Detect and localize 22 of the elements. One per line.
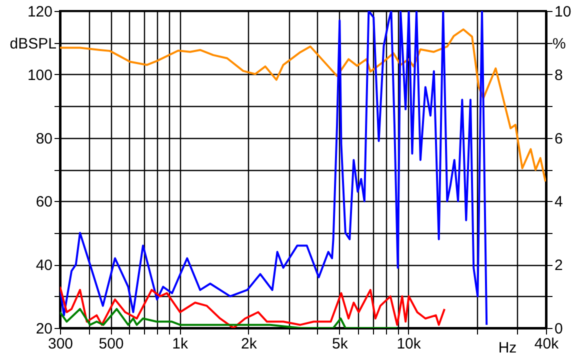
x-tick-label: 10k xyxy=(396,336,422,352)
y2-tick-label: 6 xyxy=(554,130,563,148)
x-axis-title: Hz xyxy=(498,340,517,356)
x-tick-label: 5k xyxy=(332,336,348,352)
y2-tick-label: 2 xyxy=(554,257,563,274)
y-tick-label: 20 xyxy=(36,320,52,338)
y-tick-label: 80 xyxy=(36,130,52,148)
y-tick-label: 100 xyxy=(27,66,52,84)
x-tick-label: 40k xyxy=(534,336,560,352)
y2-tick-label: 0 xyxy=(554,320,563,338)
y-tick-label: 120 xyxy=(27,4,52,20)
y-tick-label: 40 xyxy=(36,257,52,274)
y2-tick-label: 8 xyxy=(554,66,563,84)
y2-tick-label: 10 xyxy=(554,4,572,20)
y2-tick-label: 4 xyxy=(554,194,563,211)
x-tick-label: 500 xyxy=(98,336,124,352)
y-axis-title: dBSPL xyxy=(10,36,56,52)
x-tick-label: 2k xyxy=(241,336,258,352)
y-tick-label: 60 xyxy=(36,194,52,211)
x-tick-label: 1k xyxy=(172,336,189,352)
y2-axis-title: % xyxy=(552,36,566,52)
x-tick-label: 300 xyxy=(48,336,74,352)
